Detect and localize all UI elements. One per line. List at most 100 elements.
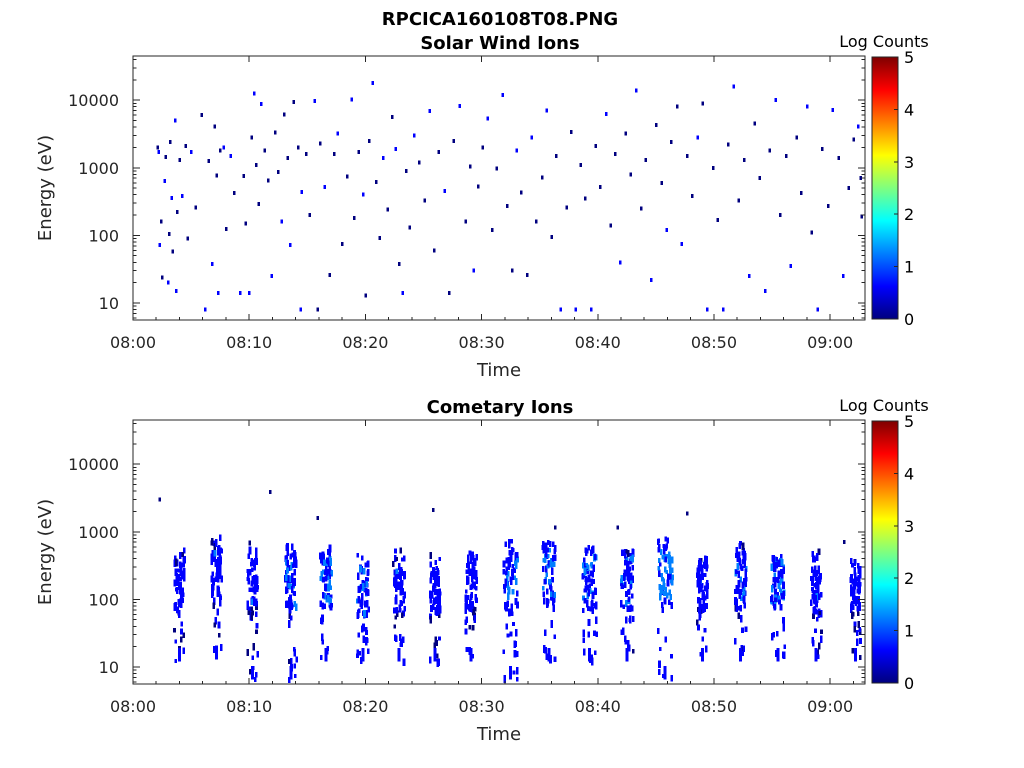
data-cell [592, 578, 595, 585]
data-cell [293, 561, 296, 568]
data-cell [178, 583, 181, 591]
data-cell [817, 593, 821, 601]
data-cell [552, 561, 556, 567]
data-cell [398, 604, 402, 613]
data-cell [627, 549, 630, 557]
data-cell [583, 648, 586, 656]
data-cell [293, 663, 296, 669]
data-cell [616, 525, 620, 530]
data-cell [400, 643, 404, 648]
x-tick-label: 09:00 [807, 333, 853, 352]
data-cell [664, 597, 667, 605]
data-cell [660, 572, 664, 578]
data-cell [251, 567, 254, 572]
data-cell [474, 594, 477, 601]
data-cell [550, 567, 554, 576]
data-cell [429, 577, 433, 584]
data-cell [210, 558, 213, 565]
data-cell [327, 583, 330, 592]
data-cell [359, 565, 362, 573]
data-cell [851, 578, 855, 585]
data-cell [553, 548, 557, 554]
data-cell [506, 600, 510, 607]
data-cell [780, 592, 783, 600]
x-tick-label: 08:10 [226, 333, 272, 352]
data-cell [211, 589, 215, 596]
solar-wind-x-axis: 08:00 08:10 08:20 08:30 08:40 08:50 09:00 [110, 56, 854, 352]
data-cell [621, 549, 624, 557]
data-cell [246, 649, 249, 656]
data-cell [644, 158, 647, 163]
data-cell [319, 141, 322, 146]
data-cell [156, 145, 159, 150]
data-cell [284, 574, 288, 582]
data-cell [590, 601, 594, 607]
data-cell [176, 568, 180, 573]
data-cell [207, 159, 211, 164]
data-cell [402, 571, 406, 580]
data-cell [289, 665, 293, 680]
data-cell [771, 585, 774, 593]
data-cell [784, 153, 788, 158]
data-cell [782, 581, 785, 590]
data-cell [773, 603, 777, 611]
data-cell [357, 150, 360, 155]
data-cell [284, 555, 287, 563]
data-cell [850, 573, 853, 579]
data-cell [392, 607, 396, 614]
data-cell [253, 563, 256, 571]
y-tick-label: 1000 [78, 523, 119, 542]
data-cell [743, 552, 747, 561]
data-cell [174, 601, 177, 609]
data-cell [432, 567, 435, 573]
data-cell [469, 647, 473, 662]
data-cell [815, 582, 818, 590]
data-cell [593, 603, 596, 609]
data-cell [362, 635, 366, 644]
data-cell [163, 178, 166, 183]
data-cell [814, 595, 818, 602]
data-cell [541, 586, 545, 591]
data-cell [246, 571, 250, 578]
data-cell [609, 223, 613, 228]
data-cell [366, 589, 370, 596]
solar-wind-panel: Solar Wind Ions 08:00 08:10 08:20 08:30 08:4… [35, 32, 929, 381]
data-cell [396, 610, 399, 617]
data-cell [501, 92, 504, 97]
data-cell [435, 605, 439, 612]
data-cell [547, 560, 551, 566]
data-cell [817, 567, 820, 575]
data-cell [216, 563, 219, 568]
data-cell [858, 604, 862, 612]
data-cell [365, 636, 368, 642]
data-cell [738, 592, 742, 600]
data-cell [814, 628, 817, 634]
cometary-x-axis: 08:00 08:10 08:20 08:30 08:40 08:50 09:00 [110, 420, 854, 716]
data-cell [356, 612, 360, 618]
data-cell [631, 575, 635, 583]
data-cell [252, 643, 256, 651]
data-cell [853, 621, 857, 627]
data-cell [741, 542, 745, 550]
data-cell [238, 291, 242, 296]
data-cell [773, 573, 776, 578]
data-cell [250, 135, 254, 140]
data-cell [507, 592, 510, 601]
data-cell [585, 562, 588, 569]
data-cell [541, 566, 545, 572]
data-cell [770, 564, 774, 572]
colorbar-tick-label: 0 [904, 310, 914, 329]
data-cell [734, 597, 737, 605]
data-cell [764, 289, 767, 294]
data-cell [213, 645, 216, 653]
data-cell [495, 166, 499, 171]
data-cell [857, 124, 860, 129]
y-tick-label: 10 [99, 658, 119, 677]
data-cell [700, 570, 704, 577]
data-cell [670, 674, 674, 682]
colorbar-tick-label: 3 [904, 517, 914, 536]
data-cell [739, 596, 743, 602]
data-cell [288, 243, 292, 248]
data-cell [437, 581, 440, 588]
data-cell [325, 569, 329, 576]
